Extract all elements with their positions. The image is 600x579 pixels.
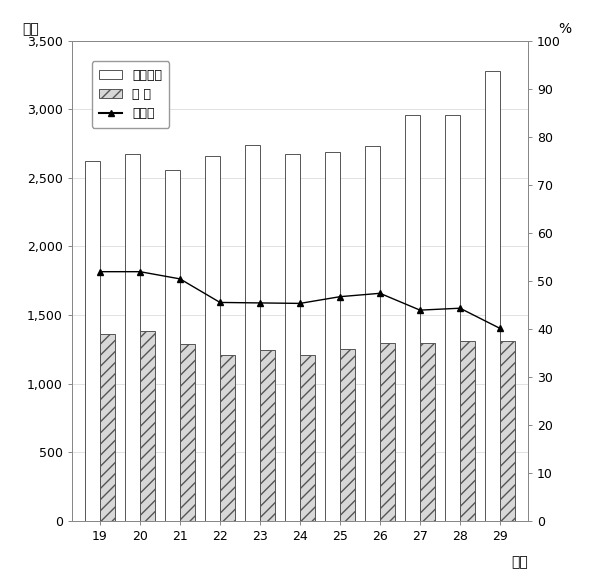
Bar <box>260 350 275 521</box>
Bar <box>405 115 420 521</box>
Bar <box>380 343 395 521</box>
Bar <box>245 145 260 521</box>
Text: 年度: 年度 <box>511 555 528 569</box>
Text: %: % <box>558 22 571 36</box>
Bar <box>485 71 500 521</box>
Bar <box>285 155 300 521</box>
Bar <box>460 341 475 521</box>
Bar <box>420 343 435 521</box>
Bar <box>500 340 515 521</box>
Bar <box>140 331 155 521</box>
Bar <box>340 349 355 521</box>
Bar <box>365 146 380 521</box>
Bar <box>100 334 115 521</box>
Bar <box>325 152 340 521</box>
Bar <box>300 355 315 521</box>
Bar <box>205 156 220 521</box>
Bar <box>445 115 460 521</box>
Bar <box>180 344 195 521</box>
Bar <box>220 355 235 521</box>
Bar <box>165 170 180 521</box>
Bar <box>85 162 100 521</box>
Legend: 歳入総額, 市 税, 構成比: 歳入総額, 市 税, 構成比 <box>92 61 169 128</box>
Text: 億円: 億円 <box>23 22 40 36</box>
Bar <box>125 155 140 521</box>
